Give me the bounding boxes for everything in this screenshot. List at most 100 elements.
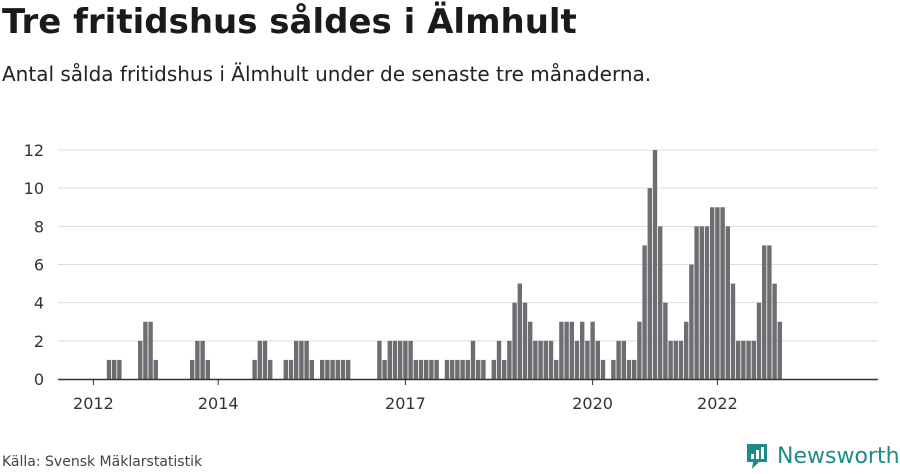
bar — [694, 226, 699, 379]
bar — [564, 321, 569, 379]
bar — [777, 321, 782, 379]
y-tick-label: 2 — [34, 332, 44, 351]
bar — [751, 340, 756, 379]
bar — [741, 340, 746, 379]
bar — [673, 340, 678, 379]
bar — [424, 359, 429, 379]
bar — [382, 359, 387, 379]
bar — [585, 340, 590, 379]
bar — [710, 207, 715, 379]
bar — [678, 340, 684, 379]
bar — [595, 340, 600, 379]
y-tick-label: 8 — [34, 217, 44, 236]
bar — [413, 359, 418, 379]
bar — [517, 283, 522, 379]
brand-name: Newsworthy — [777, 443, 900, 469]
bar — [200, 340, 205, 379]
bar — [418, 359, 424, 379]
bar — [346, 359, 351, 379]
bar — [320, 359, 325, 379]
bar — [299, 340, 304, 379]
bar — [330, 359, 335, 379]
bar — [138, 340, 143, 379]
bar — [689, 264, 694, 379]
bar — [387, 340, 392, 379]
bar — [434, 359, 439, 379]
bar — [117, 359, 122, 379]
bar — [699, 226, 704, 379]
bar — [455, 359, 460, 379]
bar — [190, 359, 195, 379]
bar — [533, 340, 538, 379]
bar — [309, 359, 314, 379]
bar — [684, 321, 689, 379]
bar — [730, 283, 736, 379]
bar — [465, 359, 470, 379]
bar — [767, 245, 772, 379]
x-tick-label: 2012 — [73, 394, 114, 413]
bar — [325, 359, 330, 379]
y-tick-label: 4 — [34, 294, 44, 313]
bar — [512, 302, 517, 379]
bar — [621, 340, 626, 379]
bar — [268, 359, 273, 379]
bar — [153, 359, 158, 379]
bar — [195, 340, 200, 379]
bar — [522, 302, 528, 379]
bar — [148, 321, 153, 379]
bar — [772, 283, 777, 379]
bar — [450, 359, 455, 379]
bar — [538, 340, 543, 379]
bar — [725, 226, 730, 379]
bar — [335, 359, 340, 379]
bar — [496, 340, 502, 379]
bar — [502, 359, 507, 379]
bar — [481, 359, 486, 379]
bar — [600, 359, 606, 379]
bar — [663, 302, 668, 379]
bar — [746, 340, 751, 379]
bar — [257, 340, 262, 379]
bar — [658, 226, 663, 379]
bar — [652, 150, 658, 379]
bar — [262, 340, 268, 379]
bar — [283, 359, 288, 379]
brand-logo: Newsworthy — [745, 441, 900, 471]
x-tick-label: 2022 — [697, 394, 738, 413]
bar — [668, 340, 673, 379]
bar — [304, 340, 309, 379]
bar — [429, 359, 434, 379]
bar — [294, 340, 299, 379]
bar — [543, 340, 548, 379]
bar — [642, 245, 647, 379]
bar — [569, 321, 574, 379]
y-tick-label: 0 — [34, 370, 44, 389]
bar — [112, 359, 117, 379]
bar — [288, 359, 294, 379]
bar — [720, 207, 725, 379]
y-tick-label: 12 — [24, 141, 44, 160]
bar — [470, 340, 476, 379]
x-tick-label: 2017 — [385, 394, 426, 413]
bar — [252, 359, 257, 379]
chart-subtitle: Antal sålda fritidshus i Älmhult under d… — [2, 62, 652, 86]
x-tick-label: 2014 — [198, 394, 239, 413]
bar — [548, 340, 554, 379]
bar — [736, 340, 741, 379]
source-note: Källa: Svensk Mäklarstatistik — [2, 454, 203, 470]
bar — [476, 359, 481, 379]
bar — [143, 321, 148, 379]
bar — [398, 340, 403, 379]
bar — [408, 340, 413, 379]
chart-title: Tre fritidshus såldes i Älmhult — [2, 2, 577, 42]
bar — [647, 188, 652, 379]
bar — [580, 321, 585, 379]
bar — [403, 340, 408, 379]
bar — [756, 302, 762, 379]
bar — [340, 359, 346, 379]
bar — [392, 340, 398, 379]
bar — [528, 321, 533, 379]
bar — [460, 359, 465, 379]
bar — [554, 359, 559, 379]
